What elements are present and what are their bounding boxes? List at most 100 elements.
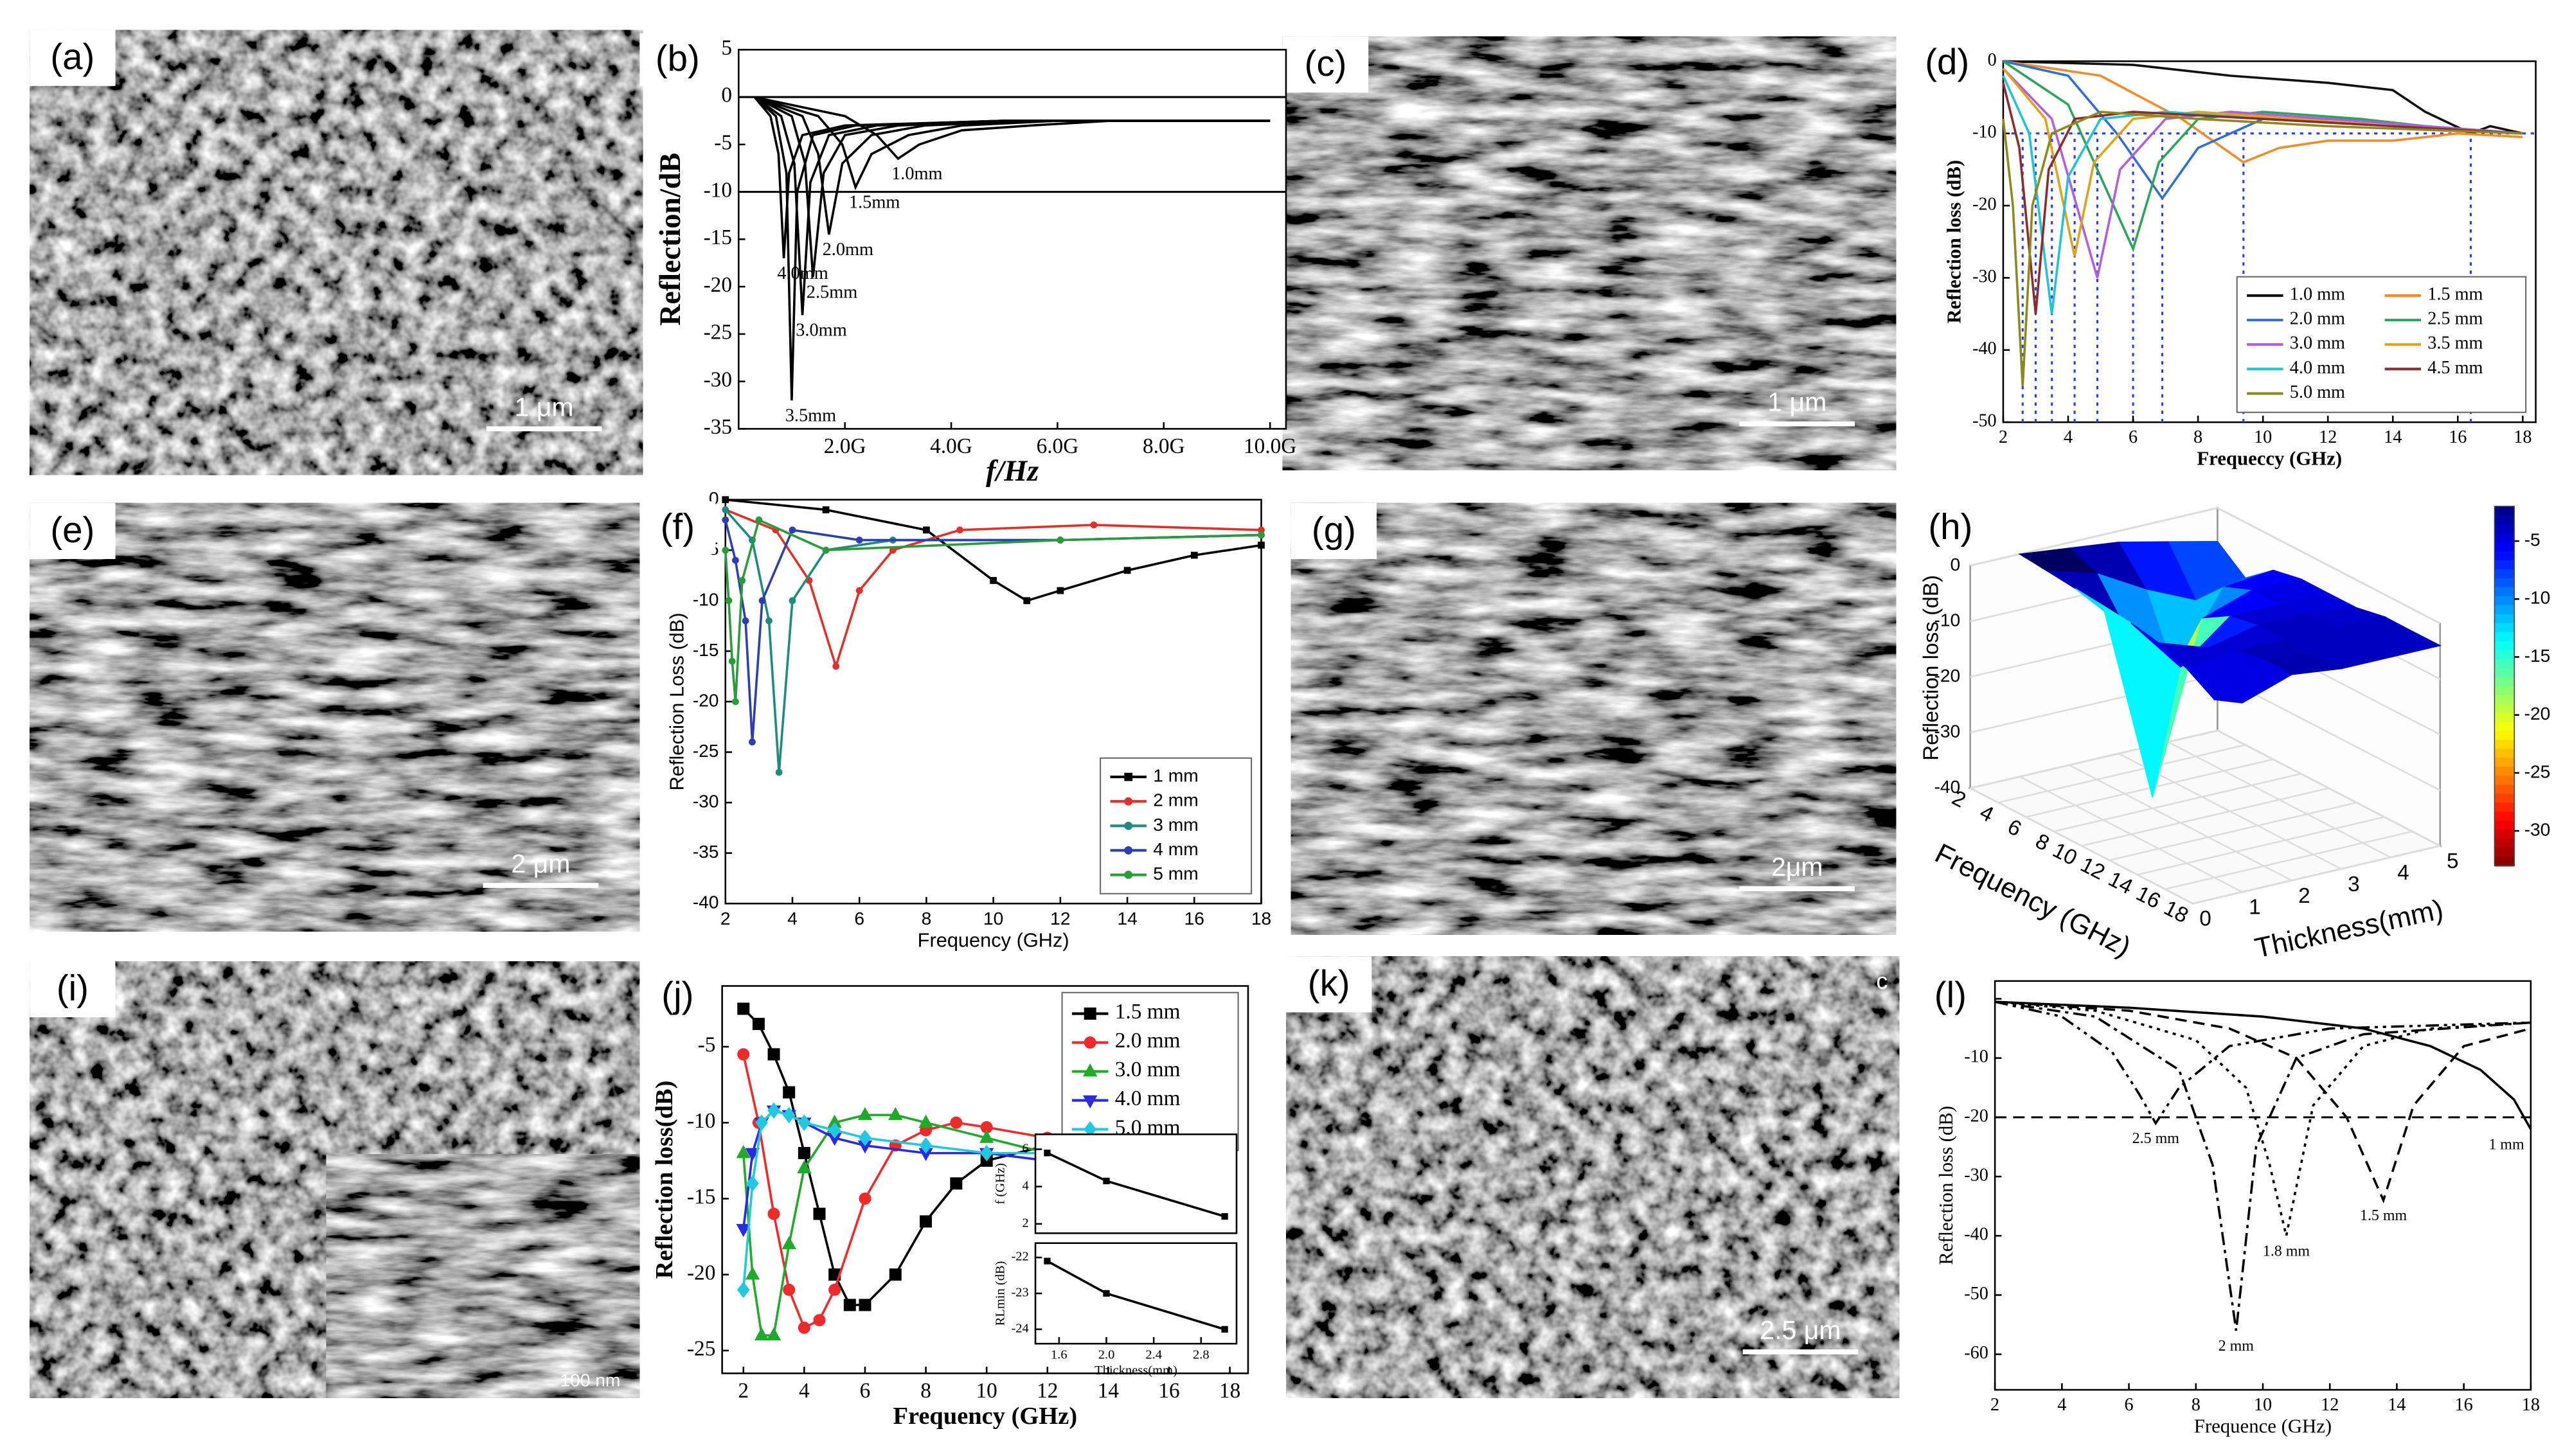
x-tick-label: 2.0	[1098, 1347, 1115, 1362]
marker	[783, 1283, 796, 1296]
marker	[1124, 871, 1133, 879]
plot-frame	[1034, 1242, 1238, 1345]
colorbar-step	[2494, 857, 2515, 867]
marker	[1124, 846, 1133, 855]
marker	[828, 1122, 841, 1139]
series-label: 1.5 mm	[2360, 1207, 2407, 1224]
z-axis-title: Reflection loss (dB)	[1919, 575, 1943, 761]
marker	[738, 577, 746, 584]
marker	[767, 1102, 780, 1119]
chart: 5 0 -5 -10 -15 -20 -25 -30 -35 2.0G 4.0G 6.0G 8.0G 10…	[654, 36, 1297, 487]
x-tick-label: 10	[2254, 1395, 2272, 1415]
y-tick-label: -50	[1964, 1284, 1988, 1304]
x-tick-label: 8	[922, 908, 932, 928]
marker	[956, 526, 963, 534]
marker	[1057, 537, 1064, 544]
series-label: 2.0mm	[823, 240, 873, 260]
x-tick-label: 6	[2124, 1395, 2133, 1415]
y-tick-label: 2	[1023, 1216, 1029, 1230]
y-axis-title: Reflection/dB	[654, 153, 686, 326]
marker	[736, 1223, 751, 1238]
y-tick-label: -10	[1972, 122, 1997, 142]
panel-label: (h)	[1928, 506, 1972, 547]
colorbar-step	[2494, 713, 2515, 723]
y-tick-label: -40	[1972, 339, 1997, 359]
panel-label-box	[639, 969, 716, 1022]
y-axis-title: RLmin (dB)	[993, 1261, 1007, 1326]
x-tick-label: 10.0G	[1244, 434, 1296, 458]
legend-label: 5 mm	[1153, 863, 1199, 883]
colorbar-step	[2494, 731, 2515, 741]
y-tick-label: -40	[1964, 1225, 1988, 1245]
colorbar-step	[2494, 506, 2515, 517]
plot-frame	[1034, 1133, 1238, 1234]
marker	[1221, 1213, 1228, 1220]
y-tick-label: -22	[1011, 1250, 1028, 1264]
series-line	[2003, 60, 2523, 135]
x-tick-label: 10	[983, 908, 1003, 928]
x-tick-label: 8	[2193, 427, 2202, 447]
panel-label: (k)	[1308, 963, 1350, 1003]
marker	[728, 657, 736, 665]
y-tick-label: 0	[2199, 907, 2211, 931]
y-axis-title: Reflection loss (dB)	[1943, 160, 1965, 324]
legend-label: 2.0 mm	[1115, 1029, 1181, 1052]
x-tick-label: 4	[2064, 427, 2073, 447]
x-tick-label: 10	[2254, 427, 2272, 447]
colorbar-step	[2494, 812, 2515, 822]
panel-label-box	[1282, 36, 1369, 93]
y-tick-label: -10	[1964, 1047, 1988, 1067]
x-tick-label: 12	[1037, 1379, 1058, 1403]
colorbar-step	[2494, 632, 2515, 642]
x-tick-label: 2	[1990, 1395, 1999, 1415]
marker	[1084, 1008, 1096, 1020]
colorbar-step	[2494, 740, 2515, 750]
colorbar-step	[2494, 533, 2515, 544]
marker	[775, 768, 783, 776]
x-tick-label: 1.6	[1051, 1347, 1067, 1362]
x-tick-label: 4	[799, 1379, 810, 1403]
panel-label-box	[1290, 502, 1377, 560]
colorbar-step	[2494, 596, 2515, 607]
series-line	[754, 96, 1271, 278]
plot-frame	[1994, 980, 2532, 1391]
x-tick-label: 2.4	[1145, 1347, 1162, 1362]
marker	[745, 1148, 760, 1162]
legend-label: 2.5 mm	[2427, 309, 2483, 329]
y-tick-label: -30	[693, 791, 719, 812]
inset-micrograph	[325, 1153, 641, 1399]
panel-label: (e)	[50, 510, 94, 550]
z-tick-label: 0	[1951, 554, 1961, 574]
colorbar-step	[2494, 839, 2515, 849]
marker	[888, 1106, 903, 1121]
marker	[855, 537, 863, 544]
marker	[1057, 587, 1064, 594]
y-tick-label: 6	[1023, 1141, 1029, 1155]
grid-line	[2019, 776, 2243, 893]
y-tick-label: -20	[687, 1261, 715, 1284]
marker	[736, 1145, 751, 1159]
marker	[889, 1268, 902, 1281]
x-axis-title: Frequence (GHz)	[2194, 1415, 2332, 1437]
y-tick-label: -20	[693, 689, 719, 710]
colorbar-step	[2494, 704, 2515, 714]
colorbar-step	[2494, 695, 2515, 705]
marker	[859, 1299, 871, 1311]
series-label: 1.5mm	[849, 192, 900, 212]
y-tick-label: -30	[1964, 1166, 1988, 1185]
x-tick-label: 16	[2449, 427, 2467, 447]
series-label: 1 mm	[2488, 1136, 2524, 1153]
scale-bar-label: 1 μm	[1767, 387, 1826, 417]
marker	[722, 496, 729, 504]
y-tick-label: 1	[2249, 896, 2261, 919]
inset-scale-bar-label: 100 nm	[560, 1370, 620, 1390]
legend-label: 3.0 mm	[1115, 1058, 1181, 1081]
y-tick-label: -30	[1972, 267, 1997, 287]
series-line	[1995, 1000, 2532, 1130]
marker	[752, 1018, 765, 1031]
series-label: 1.8 mm	[2263, 1243, 2310, 1259]
marker	[813, 1207, 826, 1220]
marker	[746, 1175, 759, 1192]
y-axis-title: f (GHz)	[993, 1163, 1007, 1204]
